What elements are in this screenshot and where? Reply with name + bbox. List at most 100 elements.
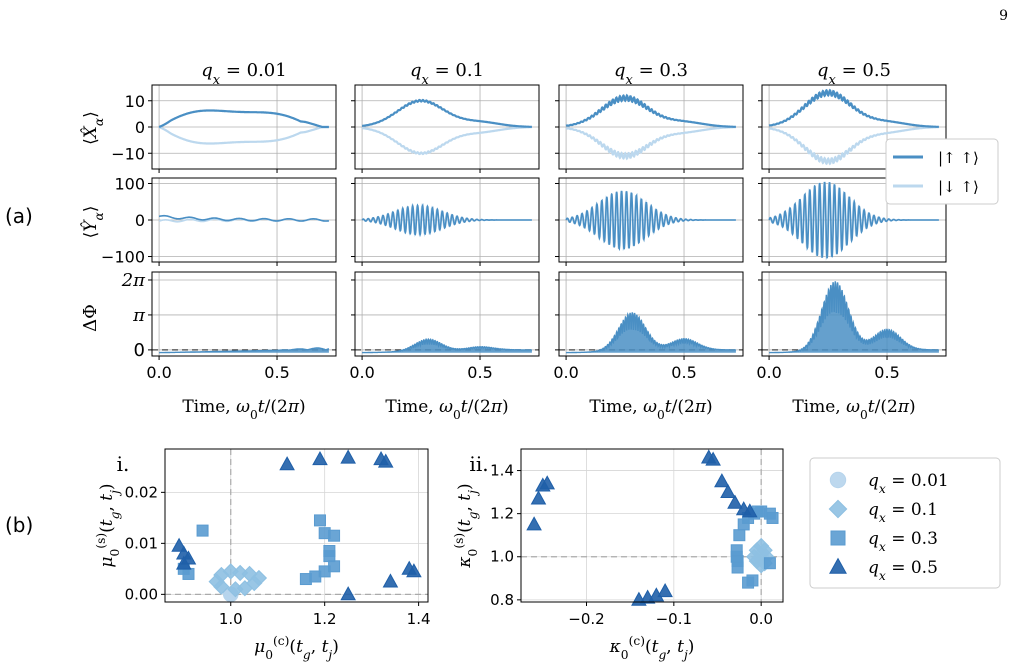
panel-roman-label: i. (117, 452, 130, 476)
axes-frame (354, 271, 540, 357)
data-point-square (328, 560, 341, 573)
x-tick-label: 0.0 (146, 363, 171, 382)
x-tick-label: 0.5 (874, 363, 899, 382)
y-tick-label: 10 (125, 92, 145, 111)
axes-frame (558, 271, 744, 357)
data-point-triangle (727, 494, 743, 509)
series-line-down-up (565, 126, 736, 161)
y-tick-label: 1.0 (490, 548, 514, 566)
legend-a-label-down-up: |↓ ↑⟩ (938, 178, 979, 196)
x-axis-label: Time, ω0t/(2π) (792, 397, 915, 422)
panel-roman-label: ii. (469, 452, 488, 476)
subplot-r2-c0: 2π π 00.0 0.5 Time, ω0t/(2π) (121, 270, 337, 422)
x-tick-label: −0.2 (568, 610, 604, 628)
subplot-r0-c2: qx = 0.3 (555, 60, 744, 173)
series-line-down-up (158, 125, 329, 145)
legend-b-marker-circle (829, 471, 847, 489)
x-axis-label: Time, ω0t/(2π) (589, 397, 712, 422)
legend-b-box (809, 457, 1001, 589)
y-tick-label: 0.01 (125, 534, 158, 552)
x-axis-label: Time, ω0t/(2π) (385, 397, 508, 422)
y-tick-label: 0 (135, 118, 145, 137)
data-point-square (766, 511, 779, 524)
data-point-square (196, 524, 209, 537)
data-point-square (182, 567, 195, 580)
x-axis-label: κ0(c)(tg, tj) (609, 634, 695, 662)
x-tick-label: 0.0 (349, 363, 374, 382)
x-tick-label: 0.5 (671, 363, 696, 382)
series-line-down-up (768, 126, 939, 166)
x-tick-label: 1.4 (407, 610, 431, 628)
column-title: qx = 0.5 (817, 60, 891, 88)
x-axis-label: Time, ω0t/(2π) (182, 397, 305, 422)
data-point-square (763, 557, 776, 570)
legend-b: qx = 0.01 qx = 0.1 qx = 0.3 qx = 0.5 (809, 457, 1001, 589)
y-axis-label-y: ⟨Ŷα⟩ (80, 206, 106, 239)
x-tick-label: −0.1 (656, 610, 692, 628)
panel-b-i: 1.0 1.2 1.4 0.00 0.01 0.02 i. μ0(c)(tg, tj) μ0(s… (94, 448, 431, 662)
data-point-square (730, 544, 743, 557)
subplot-r2-c2: 0.0 0.5 Time, ω0t/(2π) (553, 271, 744, 422)
data-point-square (323, 550, 336, 563)
subplot-r1-c1 (351, 177, 540, 266)
y-tick-label: 0.02 (125, 483, 158, 501)
data-point-square (328, 529, 341, 542)
y-tick-label: 0.8 (490, 591, 514, 609)
subplot-r0-c0: 10 0 −10 qx = 0.01 (111, 60, 337, 173)
y-tick-label: 0.00 (125, 585, 158, 603)
series-line-up-up (361, 98, 532, 128)
column-title: qx = 0.1 (410, 60, 484, 88)
y-tick-label: −10 (111, 144, 145, 163)
subplot-r1-c3 (758, 177, 947, 266)
series-line-up-up (361, 202, 532, 238)
data-point-diamond (227, 581, 244, 598)
x-tick-label: 0.0 (553, 363, 578, 382)
page-number: 9 (999, 8, 1008, 24)
column-title: qx = 0.01 (201, 60, 286, 88)
legend-b-marker-triangle (829, 557, 847, 574)
phase-area (566, 312, 736, 353)
series-line-up-up (768, 181, 939, 259)
data-point-triangle (340, 449, 356, 464)
y-tick-label: 0 (135, 211, 145, 230)
axes-frame (520, 448, 784, 603)
panel-label-b: (b) (5, 513, 33, 537)
panel-b-ii: −0.2 −0.1 0.0 0.8 1.0 1.2 1.4ii. κ0(c)(tg, tj) κ… (452, 448, 784, 662)
axes-frame (761, 271, 947, 357)
y-tick-label: 100 (114, 174, 145, 193)
data-point-triangle (720, 483, 736, 498)
y-tick-label: −100 (101, 248, 145, 267)
phase-line (362, 337, 532, 354)
phase-area (159, 348, 329, 353)
legend-a-box (885, 138, 999, 205)
data-point-triangle (530, 490, 547, 505)
series-line-up-up (158, 109, 329, 129)
data-point-square (731, 561, 744, 574)
series-line-up-up (565, 190, 736, 252)
panel-label-a: (a) (5, 204, 33, 228)
data-point-triangle (705, 451, 721, 466)
column-title: qx = 0.3 (614, 60, 688, 88)
subplot-r0-c1: qx = 0.1 (351, 60, 540, 173)
legend-a-label-up-up: |↑ ↑⟩ (938, 149, 979, 167)
x-tick-label: 0.0 (749, 610, 773, 628)
axes-frame (164, 448, 429, 603)
legend-b-marker-square (830, 530, 846, 546)
legend-b-label: qx = 0.3 (868, 529, 938, 554)
legend-b-marker-diamond (828, 499, 848, 519)
x-tick-label: 1.0 (219, 610, 243, 628)
data-point-triangle (382, 573, 399, 588)
series-line-up-up (768, 88, 939, 128)
y-tick-label: 0 (134, 340, 145, 361)
y-tick-label: π (132, 305, 146, 326)
data-point-triangle (714, 473, 730, 488)
x-axis-label: μ0(c)(tg, tj) (254, 634, 339, 662)
series-line-down-up (361, 126, 532, 156)
phase-area (362, 339, 532, 353)
x-tick-label: 0.5 (264, 363, 289, 382)
y-tick-label: 2π (121, 270, 146, 291)
data-point-square (742, 576, 755, 589)
x-tick-label: 1.2 (313, 610, 337, 628)
